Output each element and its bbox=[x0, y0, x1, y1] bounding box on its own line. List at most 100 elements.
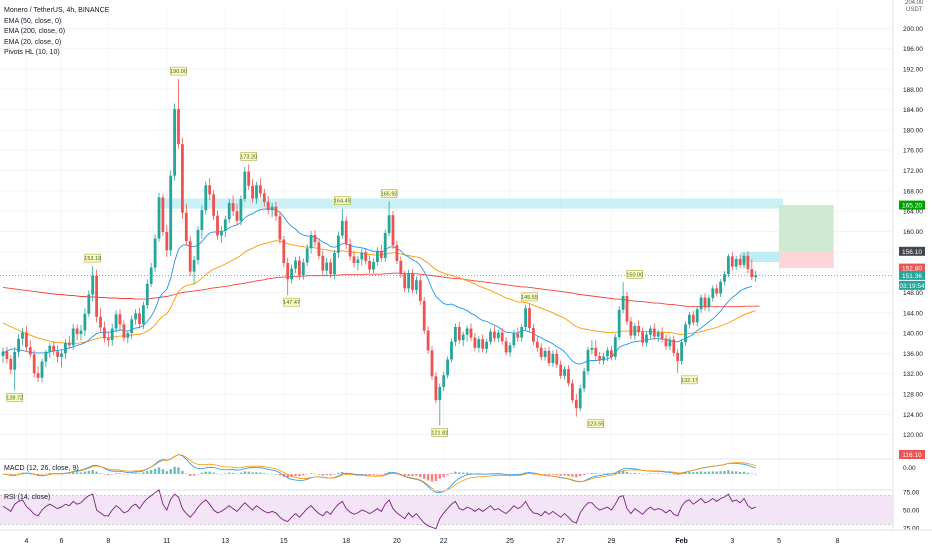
candle bbox=[329, 258, 332, 278]
candle bbox=[742, 252, 746, 269]
macd-bar bbox=[407, 474, 410, 476]
candle bbox=[430, 346, 434, 380]
pivot-high: 150.00 bbox=[626, 270, 643, 279]
candle bbox=[711, 285, 715, 302]
candle-body bbox=[274, 206, 278, 217]
pivot-label: 190.00 bbox=[170, 69, 187, 75]
price-tag-label: 156.10 bbox=[902, 249, 922, 256]
rsi-label[interactable]: RSI (14, close) bbox=[4, 494, 51, 501]
candle bbox=[594, 340, 598, 360]
candle bbox=[223, 215, 227, 238]
candle bbox=[270, 203, 274, 218]
rsi-line bbox=[2, 489, 756, 530]
candle-body bbox=[294, 260, 297, 269]
candle-body bbox=[149, 267, 153, 284]
macd-bar bbox=[329, 474, 332, 476]
candle bbox=[282, 236, 286, 268]
candle-body bbox=[91, 275, 95, 295]
macd-bar bbox=[551, 474, 555, 475]
candle bbox=[83, 308, 87, 337]
candle bbox=[754, 270, 758, 282]
candle-body bbox=[329, 262, 332, 275]
macd-bar bbox=[298, 474, 301, 477]
candle-body bbox=[512, 333, 516, 346]
candle bbox=[730, 251, 734, 271]
candle bbox=[465, 325, 469, 342]
macd-bar bbox=[111, 474, 114, 475]
macd-bar bbox=[220, 474, 223, 475]
candle-body bbox=[321, 255, 325, 271]
candle-body bbox=[165, 232, 169, 251]
macd-bar bbox=[134, 472, 137, 474]
candle-body bbox=[118, 314, 122, 325]
symbol-title[interactable]: Monero / TetherUS, 4h, BINANCE bbox=[4, 7, 110, 14]
candle-body bbox=[239, 198, 243, 221]
candle-body bbox=[754, 275, 758, 278]
candle-body bbox=[411, 273, 414, 290]
candle bbox=[153, 234, 157, 272]
macd-bar bbox=[660, 473, 664, 475]
indicator-ema20[interactable]: EMA (20, close, 0) bbox=[4, 38, 62, 46]
indicator-ema200[interactable]: EMA (200, close, 0) bbox=[4, 28, 66, 35]
candle bbox=[181, 137, 184, 219]
candle-body bbox=[134, 313, 137, 320]
time-tick-label: 20 bbox=[393, 538, 401, 545]
macd-bar bbox=[161, 469, 165, 474]
macd-bar bbox=[411, 474, 414, 477]
candle-body bbox=[407, 273, 410, 289]
macd-bar bbox=[657, 473, 660, 474]
candle bbox=[344, 216, 348, 249]
candle bbox=[750, 259, 754, 281]
macd-bar bbox=[559, 474, 562, 476]
macd-bar bbox=[40, 474, 44, 475]
time-axis[interactable]: 4 6 8 11 13 15 18 20 22 25 27 29 Feb 3 5 8 bbox=[0, 529, 932, 545]
candle bbox=[21, 328, 24, 346]
candle-body bbox=[376, 250, 379, 262]
pivot-high: 153.19 bbox=[84, 253, 101, 263]
candle bbox=[516, 327, 520, 342]
candle bbox=[672, 335, 676, 357]
candle-body bbox=[649, 328, 652, 335]
candle-body bbox=[434, 376, 438, 401]
candle-body bbox=[270, 206, 274, 211]
candle bbox=[87, 290, 91, 317]
candle bbox=[348, 238, 352, 261]
macd-bar bbox=[302, 474, 305, 476]
macd-bar bbox=[313, 473, 317, 475]
candle bbox=[259, 178, 262, 198]
pivot-label: 145.55 bbox=[521, 295, 538, 301]
time-tick-label: 8 bbox=[106, 538, 110, 545]
pivot-high: 165.92 bbox=[381, 189, 398, 198]
candle-body bbox=[52, 345, 56, 352]
chart-legend: Monero / TetherUS, 4h, BINANCE EMA (50, … bbox=[4, 6, 109, 59]
candle-body bbox=[200, 210, 204, 230]
rsi-axis-label: 75.00 bbox=[903, 490, 920, 497]
candle bbox=[36, 366, 40, 382]
candle-body bbox=[446, 359, 449, 376]
time-tick-label: 22 bbox=[440, 538, 448, 545]
candle-body bbox=[715, 288, 719, 294]
candle-body bbox=[212, 194, 215, 216]
macd-bar bbox=[122, 474, 126, 475]
candle bbox=[5, 346, 9, 364]
macd-bar bbox=[754, 474, 757, 475]
macd-label[interactable]: MACD (12, 26, close, 9) bbox=[4, 465, 79, 472]
candle-body bbox=[668, 339, 672, 347]
pivot-high: 145.55 bbox=[521, 292, 538, 302]
macd-bar bbox=[376, 474, 379, 475]
indicator-ema50[interactable]: EMA (50, close, 0) bbox=[4, 17, 62, 25]
candle-body bbox=[352, 256, 356, 263]
macd-bar bbox=[641, 474, 644, 475]
candle-body bbox=[524, 308, 527, 327]
macd-bar bbox=[294, 474, 297, 476]
candle bbox=[668, 336, 672, 351]
candle-body bbox=[64, 342, 67, 354]
candle-body bbox=[520, 326, 524, 338]
candle-body bbox=[750, 269, 754, 278]
macd-bar bbox=[450, 473, 453, 474]
candle-body bbox=[114, 314, 118, 329]
candle bbox=[602, 352, 605, 365]
indicator-pivots[interactable]: Pivots HL (10, 10) bbox=[4, 49, 60, 56]
macd-bar bbox=[259, 472, 262, 474]
